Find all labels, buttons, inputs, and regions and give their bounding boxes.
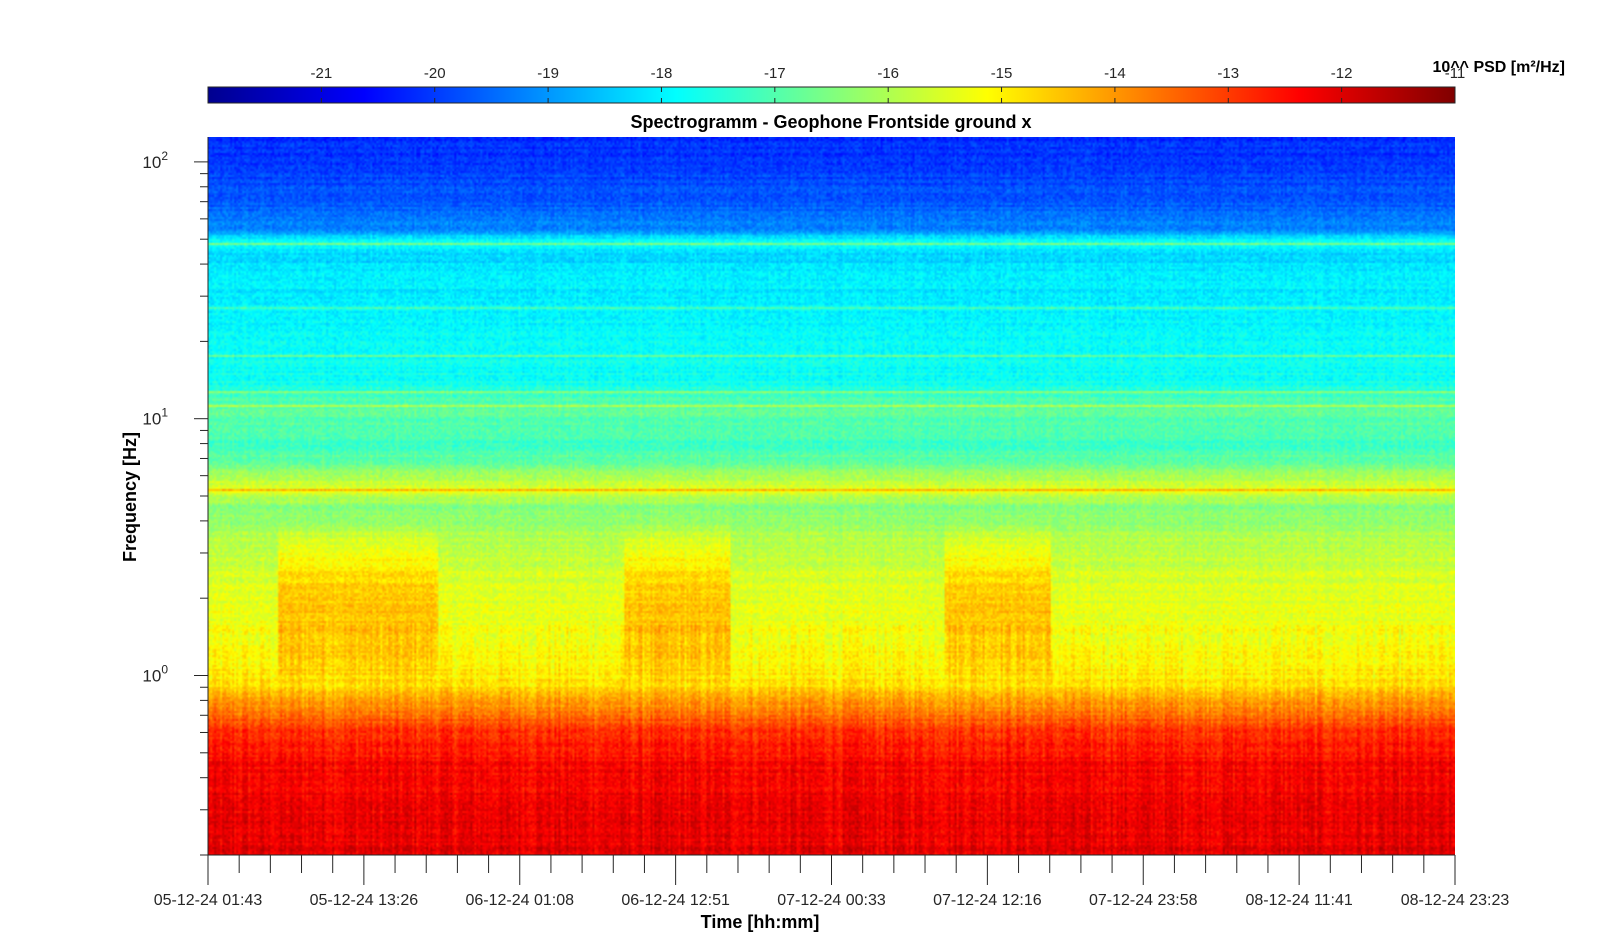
colorbar-label: 10^^ PSD [m²/Hz]	[1433, 59, 1565, 76]
colorbar-tick-label: -21	[311, 65, 333, 82]
y-tick-exponent: 1	[161, 406, 168, 420]
x-tick-label: 05-12-24 13:26	[310, 892, 419, 909]
colorbar-tick-label: -19	[537, 65, 559, 82]
x-tick-label: 08-12-24 23:23	[1401, 892, 1510, 909]
colorbar-tick-label: -14	[1104, 65, 1126, 82]
colorbar-tick-label: -15	[991, 65, 1013, 82]
colorbar	[207, 86, 1456, 104]
spectrogram-heatmap	[208, 137, 1455, 855]
y-axis-label: Frequency [Hz]	[120, 432, 140, 562]
colorbar-tick-label: -16	[877, 65, 899, 82]
y-tick-label: 102	[142, 149, 168, 172]
x-axis-label: Time [hh:mm]	[701, 912, 820, 932]
x-tick-label: 06-12-24 01:08	[465, 892, 574, 909]
x-tick-label: 07-12-24 23:58	[1089, 892, 1198, 909]
colorbar-tick-label: -17	[764, 65, 786, 82]
chart-title: Spectrogramm - Geophone Frontside ground…	[630, 112, 1031, 132]
x-tick-label: 07-12-24 12:16	[933, 892, 1042, 909]
y-tick-exponent: 2	[161, 149, 168, 163]
x-tick-label: 07-12-24 00:33	[777, 892, 886, 909]
colorbar-tick-label: -13	[1217, 65, 1239, 82]
colorbar-ticks: -21 -20 -19 -18 -17 -16 -15 -14 -13 -12 -11	[311, 65, 1466, 103]
colorbar-tick-label: -11	[1445, 65, 1466, 82]
colorbar-tick-label: -12	[1331, 65, 1353, 82]
y-tick-exponent: 0	[161, 663, 168, 677]
y-tick-label: 100	[142, 663, 168, 686]
colorbar-tick-label: -20	[424, 65, 446, 82]
y-tick-label: 101	[142, 406, 168, 429]
x-tick-label: 05-12-24 01:43	[154, 892, 263, 909]
x-tick-label: 06-12-24 12:51	[621, 892, 730, 909]
colorbar-tick-label: -18	[651, 65, 673, 82]
x-tick-label: 08-12-24 11:41	[1245, 892, 1352, 909]
